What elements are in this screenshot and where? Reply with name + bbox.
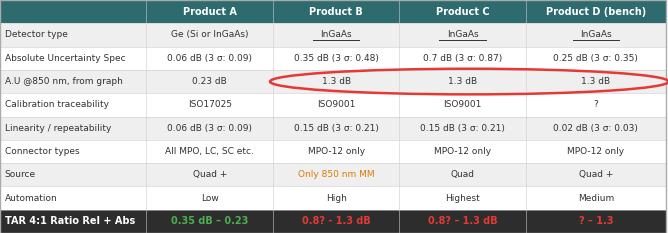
FancyBboxPatch shape (526, 70, 666, 93)
FancyBboxPatch shape (0, 186, 146, 210)
FancyBboxPatch shape (399, 163, 526, 186)
Text: Medium: Medium (578, 194, 614, 202)
Text: 0.7 dB (3 σ: 0.87): 0.7 dB (3 σ: 0.87) (423, 54, 502, 63)
FancyBboxPatch shape (399, 93, 526, 116)
Text: 0.06 dB (3 σ: 0.09): 0.06 dB (3 σ: 0.09) (167, 124, 253, 133)
Text: Calibration traceability: Calibration traceability (5, 100, 109, 109)
Text: InGaAs: InGaAs (321, 31, 352, 39)
FancyBboxPatch shape (146, 210, 273, 233)
FancyBboxPatch shape (146, 93, 273, 116)
FancyBboxPatch shape (273, 116, 399, 140)
Text: 0.25 dB (3 σ: 0.35): 0.25 dB (3 σ: 0.35) (553, 54, 638, 63)
FancyBboxPatch shape (526, 93, 666, 116)
FancyBboxPatch shape (526, 210, 666, 233)
FancyBboxPatch shape (526, 116, 666, 140)
FancyBboxPatch shape (146, 163, 273, 186)
FancyBboxPatch shape (273, 140, 399, 163)
Text: 0.06 dB (3 σ: 0.09): 0.06 dB (3 σ: 0.09) (167, 54, 253, 63)
Text: 1.3 dB: 1.3 dB (581, 77, 611, 86)
FancyBboxPatch shape (0, 23, 146, 47)
Text: ?: ? (593, 100, 598, 109)
Text: ? – 1.3: ? – 1.3 (578, 216, 613, 226)
Text: Quad +: Quad + (578, 170, 613, 179)
FancyBboxPatch shape (399, 0, 526, 23)
Text: 0.8? – 1.3 dB: 0.8? – 1.3 dB (428, 216, 498, 226)
FancyBboxPatch shape (0, 163, 146, 186)
Text: Linearity / repeatability: Linearity / repeatability (5, 124, 111, 133)
FancyBboxPatch shape (146, 23, 273, 47)
FancyBboxPatch shape (273, 186, 399, 210)
Text: MPO-12 only: MPO-12 only (308, 147, 365, 156)
Text: 0.15 dB (3 σ: 0.21): 0.15 dB (3 σ: 0.21) (420, 124, 505, 133)
FancyBboxPatch shape (0, 0, 146, 23)
FancyBboxPatch shape (273, 93, 399, 116)
Text: Product C: Product C (436, 7, 490, 17)
FancyBboxPatch shape (273, 0, 399, 23)
FancyBboxPatch shape (0, 93, 146, 116)
FancyBboxPatch shape (399, 140, 526, 163)
FancyBboxPatch shape (526, 186, 666, 210)
FancyBboxPatch shape (399, 47, 526, 70)
FancyBboxPatch shape (146, 0, 273, 23)
FancyBboxPatch shape (0, 70, 146, 93)
Text: Only 850 nm MM: Only 850 nm MM (298, 170, 375, 179)
Text: ISO9001: ISO9001 (317, 100, 355, 109)
Text: Connector types: Connector types (5, 147, 79, 156)
FancyBboxPatch shape (273, 163, 399, 186)
FancyBboxPatch shape (146, 186, 273, 210)
Text: All MPO, LC, SC etc.: All MPO, LC, SC etc. (165, 147, 254, 156)
FancyBboxPatch shape (273, 23, 399, 47)
FancyBboxPatch shape (399, 186, 526, 210)
FancyBboxPatch shape (0, 47, 146, 70)
Text: 0.8? - 1.3 dB: 0.8? - 1.3 dB (302, 216, 371, 226)
Text: High: High (326, 194, 347, 202)
FancyBboxPatch shape (273, 210, 399, 233)
Text: TAR 4:1 Ratio Rel + Abs: TAR 4:1 Ratio Rel + Abs (5, 216, 135, 226)
Text: MPO-12 only: MPO-12 only (434, 147, 491, 156)
Text: Quad: Quad (451, 170, 475, 179)
Text: Detector type: Detector type (5, 31, 67, 39)
Text: Source: Source (5, 170, 36, 179)
Text: Low: Low (201, 194, 218, 202)
FancyBboxPatch shape (0, 210, 146, 233)
Text: Absolute Uncertainty Spec: Absolute Uncertainty Spec (5, 54, 126, 63)
FancyBboxPatch shape (0, 140, 146, 163)
FancyBboxPatch shape (526, 0, 666, 23)
FancyBboxPatch shape (146, 140, 273, 163)
Text: Product D (bench): Product D (bench) (546, 7, 646, 17)
Text: MPO-12 only: MPO-12 only (567, 147, 625, 156)
Text: 0.35 dB – 0.23: 0.35 dB – 0.23 (171, 216, 248, 226)
Text: InGaAs: InGaAs (447, 31, 478, 39)
Text: 1.3 dB: 1.3 dB (321, 77, 351, 86)
Text: Highest: Highest (446, 194, 480, 202)
Text: Quad +: Quad + (192, 170, 227, 179)
FancyBboxPatch shape (273, 70, 399, 93)
Text: Ge (Si or InGaAs): Ge (Si or InGaAs) (171, 31, 248, 39)
FancyBboxPatch shape (526, 140, 666, 163)
FancyBboxPatch shape (399, 23, 526, 47)
Text: 0.23 dB: 0.23 dB (192, 77, 227, 86)
FancyBboxPatch shape (526, 163, 666, 186)
FancyBboxPatch shape (0, 116, 146, 140)
Text: ISO17025: ISO17025 (188, 100, 232, 109)
Text: A.U @850 nm, from graph: A.U @850 nm, from graph (5, 77, 122, 86)
Text: 1.3 dB: 1.3 dB (448, 77, 477, 86)
Text: 0.02 dB (3 σ: 0.03): 0.02 dB (3 σ: 0.03) (553, 124, 638, 133)
Text: 0.15 dB (3 σ: 0.21): 0.15 dB (3 σ: 0.21) (294, 124, 379, 133)
FancyBboxPatch shape (399, 70, 526, 93)
Text: ISO9001: ISO9001 (444, 100, 482, 109)
FancyBboxPatch shape (146, 47, 273, 70)
FancyBboxPatch shape (273, 47, 399, 70)
Text: 0.35 dB (3 σ: 0.48): 0.35 dB (3 σ: 0.48) (294, 54, 379, 63)
FancyBboxPatch shape (146, 116, 273, 140)
Text: Product B: Product B (309, 7, 363, 17)
Text: InGaAs: InGaAs (580, 31, 612, 39)
FancyBboxPatch shape (399, 210, 526, 233)
Text: Automation: Automation (5, 194, 57, 202)
FancyBboxPatch shape (526, 23, 666, 47)
FancyBboxPatch shape (146, 70, 273, 93)
Text: Product A: Product A (183, 7, 236, 17)
FancyBboxPatch shape (526, 47, 666, 70)
FancyBboxPatch shape (399, 116, 526, 140)
